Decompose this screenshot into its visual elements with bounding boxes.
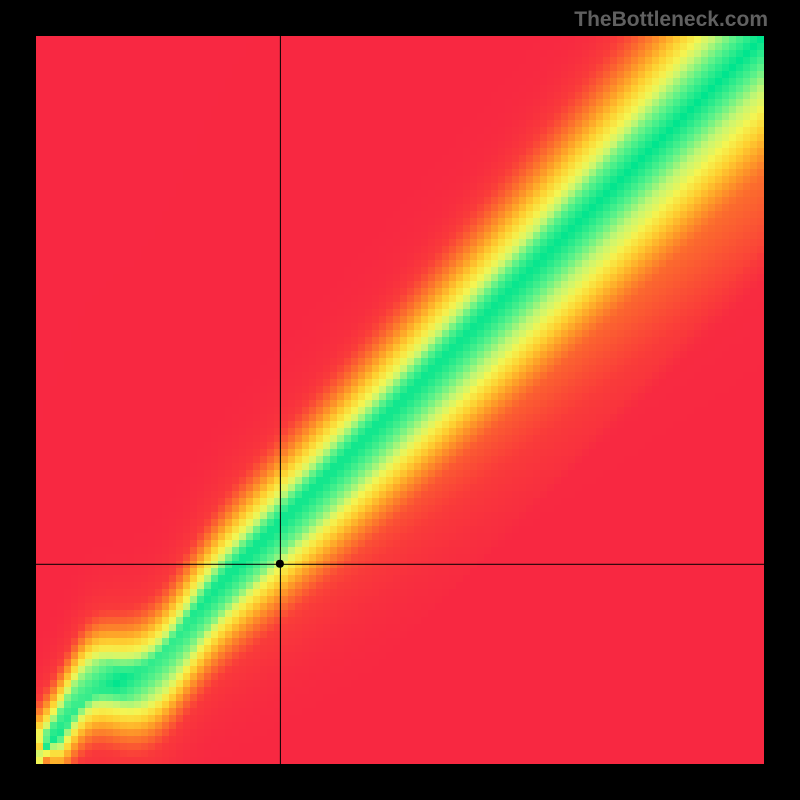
watermark-text: TheBottleneck.com bbox=[574, 8, 768, 32]
heatmap-canvas bbox=[36, 36, 764, 764]
bottleneck-heatmap bbox=[36, 36, 764, 764]
